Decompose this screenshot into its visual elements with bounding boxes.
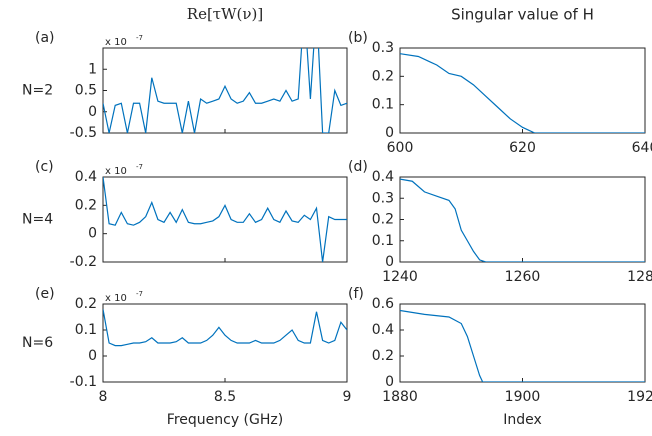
y-tick-label: 0 — [88, 348, 97, 364]
y-tick-label: 0.2 — [372, 68, 394, 84]
exponent-power: -7 — [136, 34, 143, 42]
y-tick-label: 0.2 — [75, 296, 97, 312]
panel-label: (e) — [35, 286, 55, 302]
exponent: x 10 — [105, 293, 127, 304]
panel-label: (c) — [35, 159, 54, 175]
x-axis-label: Frequency (GHz) — [167, 412, 283, 428]
row-label: N=2 — [22, 83, 53, 99]
y-tick-label: 0 — [385, 254, 394, 270]
data-line — [400, 178, 645, 262]
x-tick-label: 8 — [99, 389, 108, 405]
x-tick-label: 620 — [509, 140, 536, 156]
x-tick-label: 640 — [632, 140, 652, 156]
y-tick-label: 0.6 — [372, 296, 394, 312]
x-tick-label: 9 — [343, 389, 352, 405]
y-tick-label: 0.5 — [75, 83, 97, 99]
panel-label: (a) — [35, 30, 55, 46]
panel-label: (f) — [348, 286, 364, 302]
x-axis-label: Index — [503, 412, 542, 428]
x-tick-label: 1920 — [627, 389, 652, 405]
x-tick-label: 600 — [387, 140, 414, 156]
plot-area — [102, 47, 348, 134]
column-title: Re[τW(ν)] — [187, 5, 263, 23]
panel-label: (b) — [348, 30, 368, 46]
exponent: x 10 — [105, 166, 127, 177]
plot-area — [399, 176, 646, 263]
row-label: N=6 — [22, 335, 53, 351]
y-tick-label: 0.2 — [75, 197, 97, 213]
y-tick-label: -0.5 — [70, 125, 97, 141]
y-tick-label: 0.1 — [372, 233, 394, 249]
y-tick-label: 0.2 — [372, 212, 394, 228]
y-tick-label: 0.3 — [372, 40, 394, 56]
x-tick-label: 1880 — [382, 389, 418, 405]
x-tick-label: 1900 — [505, 389, 541, 405]
y-tick-label: 0 — [88, 226, 97, 242]
exponent-power: -7 — [136, 290, 143, 298]
data-line — [103, 48, 347, 133]
data-line — [103, 177, 347, 262]
y-tick-label: 0 — [385, 374, 394, 390]
data-line — [103, 309, 347, 347]
plot-area — [399, 47, 646, 134]
exponent: x 10 — [105, 37, 127, 48]
plot-area — [102, 176, 348, 263]
y-tick-label: 0.1 — [75, 322, 97, 338]
y-tick-label: 0.4 — [372, 169, 394, 185]
exponent-power: -7 — [136, 163, 143, 171]
y-tick-label: 0.4 — [372, 322, 394, 338]
x-tick-label: 8.5 — [214, 389, 236, 405]
y-tick-label: 0.2 — [372, 348, 394, 364]
column-title: Singular value of H — [451, 6, 594, 24]
y-tick-label: 0.4 — [75, 169, 97, 185]
data-line — [400, 309, 645, 382]
plot-area — [399, 303, 646, 383]
row-label: N=4 — [22, 212, 53, 228]
x-tick-label: 1240 — [382, 269, 418, 285]
y-tick-label: 0 — [385, 125, 394, 141]
data-line — [400, 53, 645, 133]
y-tick-label: -0.1 — [70, 374, 97, 390]
y-tick-label: -0.2 — [70, 254, 97, 270]
y-tick-label: 0.3 — [372, 190, 394, 206]
y-tick-label: 1 — [88, 61, 97, 77]
x-tick-label: 1280 — [627, 269, 652, 285]
y-tick-label: 0.1 — [372, 97, 394, 113]
panel-label: (d) — [348, 159, 368, 175]
x-tick-label: 1260 — [505, 269, 541, 285]
y-tick-label: 0 — [88, 104, 97, 120]
